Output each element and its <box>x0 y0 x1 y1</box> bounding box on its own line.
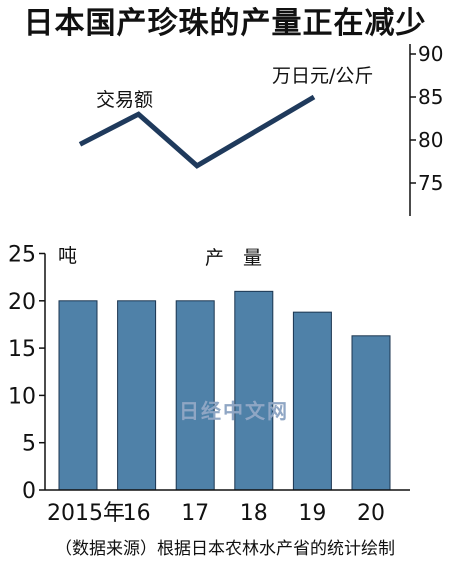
price-tick-label: 75 <box>418 171 443 195</box>
production-tick-label: 20 <box>8 290 36 315</box>
production-tick-label: 15 <box>8 337 36 362</box>
production-x-label: 16 <box>123 501 151 526</box>
production-x-label: 17 <box>181 501 209 526</box>
production-x-label: 19 <box>298 501 326 526</box>
production-bar <box>175 300 215 491</box>
production-tick-label: 10 <box>8 384 36 409</box>
production-tick-label: 5 <box>22 432 36 457</box>
price-unit-label: 万日元/公斤 <box>272 65 373 87</box>
production-tick-label: 25 <box>8 243 36 268</box>
production-bar <box>58 300 98 491</box>
production-x-label: 2015年 <box>47 501 125 526</box>
production-tick-label: 0 <box>22 479 36 504</box>
price-line-chart: 75 80 85 90 交易额 万日元/公斤 <box>78 42 443 216</box>
watermark-logo: 日经中文网 <box>179 399 289 423</box>
production-series-label: 产 量 <box>205 247 262 269</box>
source-note: （数据来源）根据日本农林水产省的统计绘制 <box>55 539 395 559</box>
production-x-label: 20 <box>357 501 385 526</box>
production-bar <box>117 300 157 491</box>
chart-title: 日本国产珍珠的产量正在减少 <box>23 6 427 41</box>
production-unit-label: 吨 <box>58 245 77 267</box>
production-bars <box>58 290 391 491</box>
price-tick-label: 90 <box>418 42 443 66</box>
price-tick-label: 80 <box>418 128 443 152</box>
production-bar <box>292 311 332 491</box>
price-y-ticks: 75 80 85 90 <box>410 42 443 195</box>
price-points <box>79 96 315 166</box>
price-series-label: 交易额 <box>96 89 153 111</box>
production-y-ticks: 0 5 10 15 20 25 <box>8 243 45 504</box>
production-x-label: 18 <box>240 501 268 526</box>
production-bar <box>234 290 274 491</box>
production-bar <box>351 335 391 491</box>
price-tick-label: 85 <box>418 85 443 109</box>
